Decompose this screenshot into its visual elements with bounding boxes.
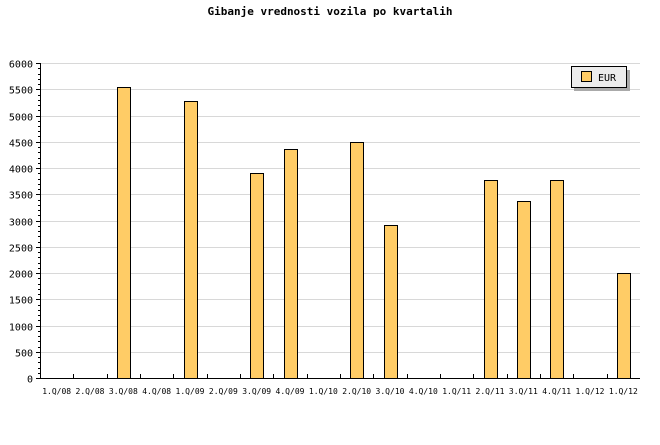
x-tick-label: 1.Q/11 (442, 387, 471, 396)
y-tick-label: 4500 (9, 139, 33, 150)
y-tick-label: 5500 (9, 86, 33, 97)
x-tick-label: 4.Q/08 (142, 387, 171, 396)
legend-swatch (581, 71, 592, 82)
bar-2.Q/11 (484, 180, 498, 379)
bar-3.Q/11 (517, 201, 531, 379)
y-tick-label: 5000 (9, 113, 33, 124)
y-tick-label: 2000 (9, 270, 33, 281)
bar-3.Q/08 (117, 87, 131, 379)
x-tick-label: 1.Q/12 (576, 387, 605, 396)
x-tick-label: 2.Q/10 (342, 387, 371, 396)
bar-3.Q/10 (384, 225, 398, 379)
bar-3.Q/09 (250, 173, 264, 379)
bar-1.Q/09 (184, 101, 198, 379)
y-tick-label: 6000 (9, 60, 33, 71)
y-tick-label: 3000 (9, 218, 33, 229)
legend-label: EUR (598, 73, 617, 84)
x-tick-label: 1.Q/10 (309, 387, 338, 396)
x-tick-label: 4.Q/10 (409, 387, 438, 396)
x-tick-label: 1.Q/12 (609, 387, 638, 396)
x-tick-label: 3.Q/11 (509, 387, 538, 396)
legend: EUR (571, 66, 630, 91)
y-tick-label: 2500 (9, 244, 33, 255)
bar-4.Q/09 (284, 149, 298, 379)
x-tick-label: 4.Q/11 (542, 387, 571, 396)
y-tick-label: 500 (15, 349, 33, 360)
y-tick-label: 1500 (9, 296, 33, 307)
bar-2.Q/10 (350, 142, 364, 379)
x-tick-label: 1.Q/08 (42, 387, 71, 396)
x-tick-label: 1.Q/09 (176, 387, 205, 396)
y-tick-label: 3500 (9, 191, 33, 202)
chart-title: Gibanje vrednosti vozila po kvartalih (207, 5, 452, 18)
bar-1.Q/12 (617, 273, 631, 379)
x-tick-label: 2.Q/09 (209, 387, 238, 396)
x-tick-label: 3.Q/09 (242, 387, 271, 396)
x-tick-label: 3.Q/08 (109, 387, 138, 396)
y-tick-label: 4000 (9, 165, 33, 176)
bar-4.Q/11 (550, 180, 564, 379)
x-tick-label: 2.Q/08 (76, 387, 105, 396)
x-tick-label: 2.Q/11 (476, 387, 505, 396)
x-tick-label: 4.Q/09 (276, 387, 305, 396)
y-tick-label: 1000 (9, 323, 33, 334)
y-tick-label: 0 (27, 375, 33, 386)
x-tick-label: 3.Q/10 (376, 387, 405, 396)
